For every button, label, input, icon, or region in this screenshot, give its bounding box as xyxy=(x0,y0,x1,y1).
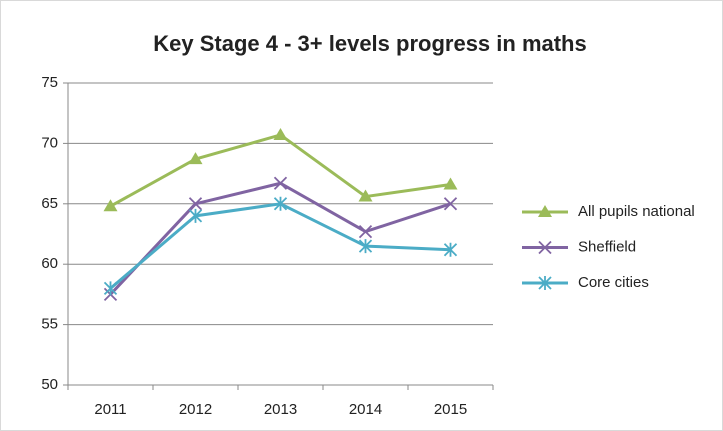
data-point xyxy=(273,196,288,211)
data-point xyxy=(103,281,118,296)
x-tick-label: 2015 xyxy=(434,401,467,418)
x-tick-label: 2011 xyxy=(94,401,126,418)
y-tick-label: 65 xyxy=(41,195,58,212)
data-point xyxy=(188,208,203,223)
data-point xyxy=(103,199,118,212)
x-tick-label: 2013 xyxy=(264,401,297,418)
data-point xyxy=(443,242,458,257)
data-point xyxy=(188,152,203,165)
y-tick-label: 60 xyxy=(41,255,58,272)
legend-label: Sheffield xyxy=(578,238,636,255)
data-point xyxy=(358,189,373,202)
chart-title: Key Stage 4 - 3+ levels progress in math… xyxy=(153,31,586,56)
data-point xyxy=(358,224,373,239)
legend-label: All pupils national xyxy=(578,203,695,220)
x-tick-label: 2014 xyxy=(349,401,382,418)
y-tick-label: 70 xyxy=(41,134,58,151)
data-point xyxy=(273,127,288,140)
data-point xyxy=(358,239,373,254)
legend-marker xyxy=(538,276,552,290)
y-tick-label: 55 xyxy=(41,316,58,333)
data-point xyxy=(443,177,458,190)
y-tick-label: 50 xyxy=(41,376,58,393)
x-tick-label: 2012 xyxy=(179,401,212,418)
legend-label: Core cities xyxy=(578,274,649,291)
data-point xyxy=(443,197,458,211)
data-point xyxy=(273,176,288,190)
data-point xyxy=(188,197,203,211)
legend-marker xyxy=(538,205,552,217)
legend-marker xyxy=(538,240,552,255)
y-tick-label: 75 xyxy=(41,74,58,91)
